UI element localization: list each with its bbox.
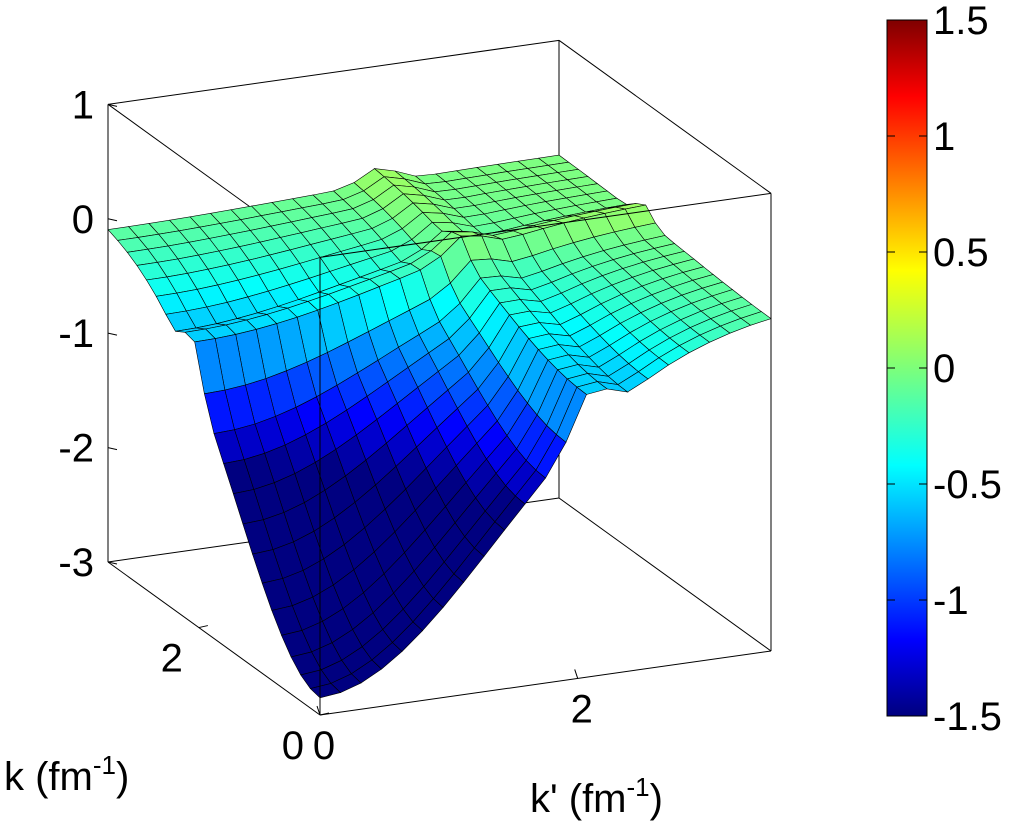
axis-ticks: 1 0 -1 -2 -3 0 2 0 2 xyxy=(58,83,592,768)
colorbar-tick-label: 0 xyxy=(933,347,955,391)
box-edge xyxy=(558,39,772,194)
colorbar-tick-label: 1 xyxy=(933,115,955,159)
y-tick-mark xyxy=(319,712,330,716)
y-tick-label: 0 xyxy=(282,724,304,768)
z-tick-mark xyxy=(107,103,118,107)
colorbar-tick-label: -1.5 xyxy=(933,695,1002,739)
x-tick-mark xyxy=(574,669,579,679)
y-axis-label: k (fm-1) xyxy=(4,750,129,799)
z-tick-mark xyxy=(107,332,118,336)
x-tick-mark xyxy=(316,705,321,716)
colorbar-tick-label: 0.5 xyxy=(933,231,989,275)
z-tick-label: 1 xyxy=(72,83,94,127)
x-axis-label: k' (fm-1) xyxy=(530,772,663,821)
z-tick-mark xyxy=(107,447,118,451)
z-tick-label: -2 xyxy=(58,427,94,471)
box-edge xyxy=(107,39,560,105)
axes-box-front xyxy=(107,192,772,716)
box-edge xyxy=(319,192,772,258)
colorbar-tick-label: -0.5 xyxy=(933,463,1002,507)
z-tick-mark xyxy=(107,561,118,565)
z-tick-label: 0 xyxy=(72,198,94,242)
box-edge xyxy=(558,497,772,652)
y-tick-label: 2 xyxy=(161,637,183,681)
colorbar-tick-label: 1.5 xyxy=(933,0,989,43)
x-tick-label: 2 xyxy=(571,687,593,731)
y-tick-mark xyxy=(198,625,208,629)
z-tick-mark xyxy=(107,218,118,222)
x-tick-label: 0 xyxy=(313,724,335,768)
colorbar-ticks: 1.5 1 0.5 0 -0.5 -1 -1.5 xyxy=(887,0,1002,739)
surface-mesh xyxy=(107,154,772,699)
z-tick-label: -3 xyxy=(58,541,94,585)
surface-patch xyxy=(309,683,342,699)
z-tick-label: -1 xyxy=(58,312,94,356)
box-edge xyxy=(319,650,772,716)
box-edge xyxy=(107,561,321,716)
colorbar-tick-label: -1 xyxy=(933,579,969,623)
